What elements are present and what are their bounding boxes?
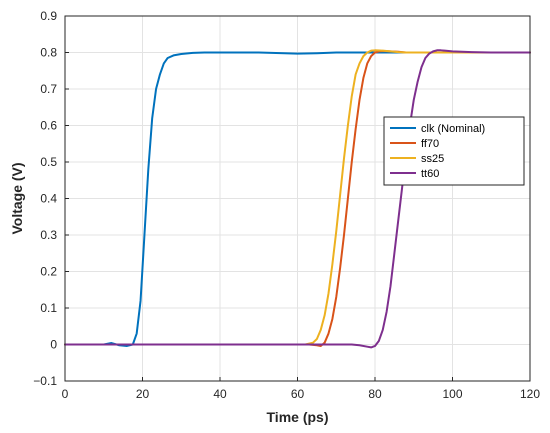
- legend-label-0: clk (Nominal): [421, 123, 485, 135]
- y-tick-label: 0.6: [40, 119, 57, 133]
- y-tick-label: 0.3: [40, 228, 57, 242]
- plot-frame: [64, 15, 531, 382]
- y-tick-labels: −0.1 0 0.1 0.2 0.3 0.4 0.5 0.6 0.7 0.8 0.9: [33, 9, 69, 388]
- series-line-3: [64, 49, 531, 349]
- y-tick-label: 0.8: [40, 46, 57, 60]
- x-axis-label: Time (ps): [267, 409, 329, 425]
- x-tick-label: 80: [368, 387, 382, 401]
- legend-label-3: tt60: [421, 168, 439, 180]
- series-lines: [64, 49, 531, 349]
- x-tick-labels: 0 20 40 60 80 100 120: [62, 377, 540, 401]
- y-tick-label: 0.2: [40, 265, 57, 279]
- x-tick-label: 40: [213, 387, 227, 401]
- y-tick-label: 0.9: [40, 9, 57, 23]
- x-tick-label: 0: [62, 387, 69, 401]
- x-tick-label: 120: [520, 387, 540, 401]
- y-tick-label: 0.7: [40, 82, 57, 96]
- y-tick-label: −0.1: [33, 374, 57, 388]
- legend: clk (Nominal) ff70 ss25 tt60: [383, 116, 525, 186]
- x-tick-label: 60: [291, 387, 305, 401]
- legend-label-2: ss25: [421, 153, 444, 165]
- x-tick-label: 100: [442, 387, 462, 401]
- x-tick-label: 20: [136, 387, 150, 401]
- y-tick-label: 0.4: [40, 192, 57, 206]
- y-tick-label: 0: [50, 338, 57, 352]
- y-axis-label: Voltage (V): [9, 162, 25, 234]
- legend-label-1: ff70: [421, 138, 439, 150]
- y-tick-label: 0.1: [40, 301, 57, 315]
- y-tick-label: 0.5: [40, 155, 57, 169]
